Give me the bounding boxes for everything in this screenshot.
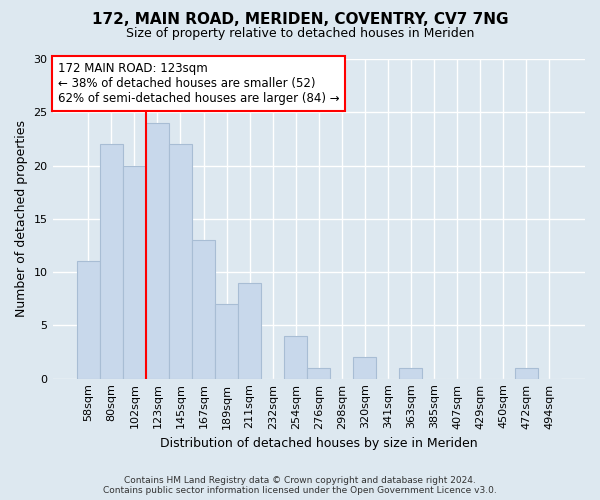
Bar [77, 262, 100, 378]
Text: Contains HM Land Registry data © Crown copyright and database right 2024.
Contai: Contains HM Land Registry data © Crown c… [103, 476, 497, 495]
Bar [169, 144, 192, 378]
Bar [123, 166, 146, 378]
Bar [307, 368, 330, 378]
Bar [146, 123, 169, 378]
Bar [515, 368, 538, 378]
Bar [215, 304, 238, 378]
Bar [353, 358, 376, 378]
Bar [100, 144, 123, 378]
Y-axis label: Number of detached properties: Number of detached properties [15, 120, 28, 318]
Text: 172, MAIN ROAD, MERIDEN, COVENTRY, CV7 7NG: 172, MAIN ROAD, MERIDEN, COVENTRY, CV7 7… [92, 12, 508, 28]
Text: 172 MAIN ROAD: 123sqm
← 38% of detached houses are smaller (52)
62% of semi-deta: 172 MAIN ROAD: 123sqm ← 38% of detached … [58, 62, 340, 105]
Text: Size of property relative to detached houses in Meriden: Size of property relative to detached ho… [126, 28, 474, 40]
Bar [284, 336, 307, 378]
Bar [400, 368, 422, 378]
Bar [238, 283, 261, 378]
Bar [192, 240, 215, 378]
X-axis label: Distribution of detached houses by size in Meriden: Distribution of detached houses by size … [160, 437, 478, 450]
